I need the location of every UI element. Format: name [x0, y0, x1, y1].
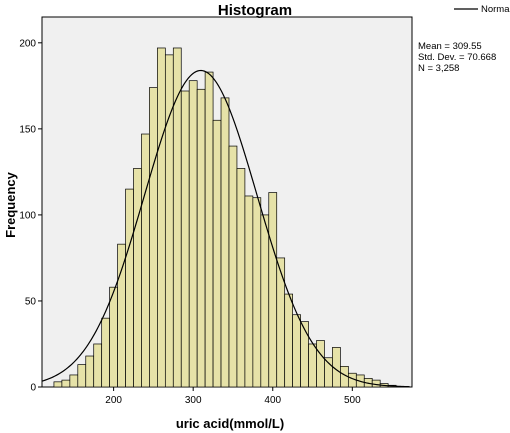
y-tick-label: 150	[19, 124, 36, 135]
histogram-bar	[244, 195, 254, 388]
histogram-bar	[188, 80, 198, 388]
histogram-bar	[252, 197, 262, 388]
histogram-bar	[164, 54, 174, 388]
histogram-bar	[93, 343, 103, 388]
histogram-bar	[308, 343, 317, 388]
x-tick-label: 400	[264, 395, 281, 406]
histogram-bar	[236, 168, 246, 388]
histogram-bar	[180, 90, 190, 388]
x-axis-ticks: 200 300 400 500	[105, 387, 361, 406]
histogram-bar	[133, 168, 142, 388]
histogram-bar	[204, 71, 214, 388]
y-axis-label: Frequency	[3, 171, 18, 238]
x-tick-label: 500	[344, 395, 361, 406]
histogram-bar	[53, 381, 63, 388]
histogram-bar	[268, 192, 278, 388]
histogram-bar	[117, 243, 126, 388]
histogram-bar	[157, 47, 166, 388]
chart-title: Histogram	[218, 2, 292, 19]
histogram-bar	[141, 133, 150, 388]
histogram-bar	[260, 214, 270, 388]
histogram-bar	[284, 293, 293, 388]
y-tick-label: 100	[19, 210, 36, 221]
histogram-bar	[172, 47, 182, 388]
stats-box: Mean = 309.55 Std. Dev. = 70.668 N = 3,2…	[418, 41, 496, 74]
histogram-bar	[77, 364, 87, 388]
histogram-bar	[212, 119, 222, 388]
y-tick-label: 50	[25, 296, 37, 307]
normal-curve	[41, 69, 410, 388]
legend: Normal	[454, 4, 510, 15]
histogram-bar	[101, 317, 110, 388]
histogram-bar	[196, 88, 206, 388]
histogram-bar	[292, 314, 301, 388]
y-tick-label: 200	[19, 38, 36, 49]
legend-normal-label: Normal	[481, 4, 510, 15]
histogram-bar	[85, 355, 95, 388]
x-tick-label: 300	[185, 395, 202, 406]
histogram-bar	[316, 340, 325, 388]
histogram-bar	[149, 87, 158, 388]
histogram-bar	[228, 145, 238, 388]
y-tick-label: 0	[30, 383, 36, 394]
histogram-bar	[69, 374, 79, 388]
histogram-bars	[53, 47, 397, 388]
stat-n: N = 3,258	[418, 63, 459, 74]
x-axis-label: uric acid(mmol/L)	[176, 416, 284, 431]
histogram-bar	[276, 257, 286, 388]
stat-std-dev: Std. Dev. = 70.668	[418, 52, 496, 63]
histogram-bar	[61, 379, 71, 388]
histogram-bar	[300, 321, 309, 388]
y-axis-ticks: 0 50 100 150 200	[19, 38, 42, 394]
histogram-bar	[125, 188, 134, 388]
histogram-bar	[109, 286, 118, 388]
histogram-bar	[220, 97, 230, 388]
x-tick-label: 200	[105, 395, 122, 406]
stat-mean: Mean = 309.55	[418, 41, 482, 52]
